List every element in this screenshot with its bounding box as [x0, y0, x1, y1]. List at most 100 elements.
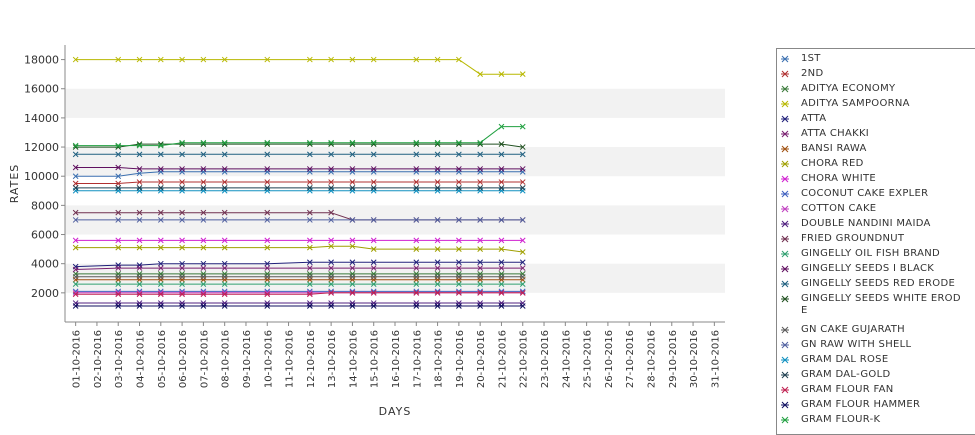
data-point [179, 209, 185, 216]
data-point [136, 291, 143, 298]
legend-marker-icon [781, 100, 789, 108]
data-point [221, 209, 228, 216]
legend-item: CHORA WHITE [777, 173, 975, 185]
data-point [328, 273, 334, 280]
x-tick-label: 11-10-2016 [285, 330, 296, 388]
legend-item: 2ND [777, 68, 975, 80]
data-point [264, 151, 271, 158]
data-point [157, 217, 164, 223]
data-point [456, 237, 462, 244]
data-point [519, 144, 526, 150]
data-point [136, 142, 143, 149]
x-tick-label: 17-10-2016 [412, 330, 423, 388]
data-point [413, 237, 420, 244]
data-point [328, 243, 334, 250]
data-point [179, 56, 185, 63]
y-tick-label: 4000 [31, 258, 59, 271]
data-point [306, 166, 313, 172]
legend-item: GRAM FLOUR FAN [777, 384, 975, 396]
legend-label: 2ND [801, 68, 824, 79]
legend-marker-icon [781, 416, 789, 424]
data-point [519, 71, 526, 78]
data-point [434, 237, 441, 244]
data-point [370, 179, 377, 185]
data-point [136, 265, 143, 271]
data-point [157, 244, 164, 251]
data-point [115, 265, 122, 271]
data-point [477, 289, 484, 296]
y-tick-label: 18000 [24, 54, 59, 67]
data-point [221, 244, 228, 251]
data-point [72, 291, 79, 298]
legend-label: COCONUT CAKE EXPLER [801, 188, 929, 199]
data-point [434, 217, 441, 223]
data-point [200, 303, 207, 309]
data-point [72, 164, 79, 171]
legend-item: ATTA CHAKKI [777, 128, 975, 140]
legend-label: GRAM FLOUR FAN [801, 384, 894, 395]
data-point [349, 185, 356, 191]
data-point [200, 179, 207, 185]
data-point [136, 185, 143, 191]
data-point [221, 139, 228, 146]
data-point [328, 56, 334, 63]
legend-item: GN RAW WITH SHELL [777, 339, 975, 351]
data-point [477, 237, 484, 244]
data-point [434, 166, 441, 172]
data-point [498, 141, 505, 147]
data-point [349, 56, 356, 63]
legend-marker-icon [781, 130, 789, 138]
legend-marker-icon [781, 190, 789, 198]
data-point [264, 237, 271, 244]
data-point [264, 303, 271, 309]
series-line-3 [75, 59, 523, 75]
x-tick-label: 21-10-2016 [497, 330, 508, 388]
data-point [200, 244, 207, 251]
legend-item: CHORA RED [777, 158, 975, 170]
series-line-0 [75, 171, 523, 177]
data-point [115, 173, 122, 180]
data-point [370, 185, 377, 191]
data-point [221, 217, 228, 223]
legend-marker-icon [781, 371, 789, 379]
data-point [370, 56, 377, 63]
data-point [413, 246, 420, 252]
data-point [264, 209, 271, 216]
legend-marker-icon [781, 205, 789, 213]
data-point [413, 281, 420, 287]
data-point [200, 281, 207, 287]
legend-label: GINGELLY OIL FISH BRAND [801, 248, 940, 259]
data-point [136, 56, 143, 63]
legend-label: DOUBLE NANDINI MAIDA [801, 218, 931, 229]
legend-label: ATTA [801, 113, 827, 124]
data-point [306, 179, 313, 185]
data-point [136, 237, 143, 244]
data-point [434, 281, 441, 287]
data-point [519, 217, 526, 223]
legend-item: FRIED GROUNDNUT [777, 233, 975, 245]
data-point [72, 56, 79, 63]
data-point [157, 303, 164, 309]
data-point [434, 179, 441, 185]
data-point [456, 56, 462, 63]
grid-band [65, 88, 725, 118]
legend-item: ADITYA SAMPOORNA [777, 98, 975, 110]
legend-label: ADITYA ECONOMY [801, 83, 896, 94]
data-point [370, 217, 377, 223]
x-tick-label: 09-10-2016 [242, 330, 253, 388]
data-point [306, 209, 313, 216]
data-point [221, 56, 228, 63]
data-point [519, 289, 526, 296]
data-point [115, 291, 122, 298]
x-tick-label: 14-10-2016 [348, 330, 359, 388]
data-point [264, 56, 271, 63]
data-point [157, 260, 164, 267]
legend-label: ADITYA SAMPOORNA [801, 98, 910, 109]
data-point [157, 291, 164, 298]
data-point [413, 151, 420, 158]
data-point [370, 289, 377, 296]
data-point [519, 166, 526, 172]
data-point [179, 265, 185, 271]
legend-marker-icon [781, 175, 789, 183]
